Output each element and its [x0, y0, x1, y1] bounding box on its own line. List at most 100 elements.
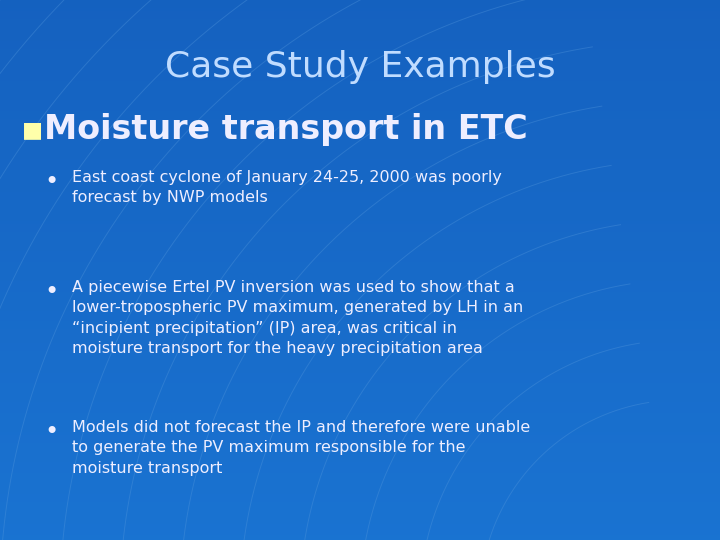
Bar	[0, 256, 720, 259]
Bar	[0, 0, 720, 3]
Bar	[0, 86, 720, 89]
Bar	[0, 100, 720, 103]
Bar	[0, 14, 720, 16]
Bar	[0, 437, 720, 440]
Bar	[0, 192, 720, 194]
Bar	[0, 526, 720, 529]
Bar	[0, 211, 720, 213]
Bar	[0, 170, 720, 173]
Bar	[0, 186, 720, 189]
Bar	[0, 59, 720, 62]
Bar	[0, 329, 720, 332]
Bar	[0, 113, 720, 116]
Bar	[0, 537, 720, 540]
Bar	[0, 418, 720, 421]
Bar	[0, 284, 720, 286]
Bar	[0, 529, 720, 532]
Bar	[0, 165, 720, 167]
Bar	[0, 184, 720, 186]
Bar	[0, 472, 720, 475]
Bar	[0, 454, 720, 456]
Bar	[0, 16, 720, 19]
Bar	[0, 356, 720, 359]
Bar	[0, 359, 720, 362]
Bar	[0, 381, 720, 383]
Bar	[0, 302, 720, 305]
Bar	[0, 68, 720, 70]
Bar	[0, 338, 720, 340]
Bar	[0, 483, 720, 486]
Bar	[0, 208, 720, 211]
Bar	[0, 373, 720, 375]
Bar	[0, 470, 720, 472]
Bar	[0, 405, 720, 408]
Bar	[0, 230, 720, 232]
Bar	[0, 510, 720, 513]
Bar	[0, 140, 720, 143]
Text: •: •	[45, 280, 59, 304]
Bar	[0, 119, 720, 122]
Bar	[0, 62, 720, 65]
Bar	[0, 84, 720, 86]
Bar	[0, 176, 720, 178]
Bar	[0, 300, 720, 302]
Bar	[0, 343, 720, 346]
Bar	[0, 238, 720, 240]
Bar	[0, 35, 720, 38]
Bar	[0, 313, 720, 316]
Bar	[0, 402, 720, 405]
Bar	[0, 70, 720, 73]
Bar	[0, 294, 720, 297]
Bar	[0, 535, 720, 537]
Bar	[0, 159, 720, 162]
Bar	[0, 332, 720, 335]
Bar	[0, 451, 720, 454]
Bar	[0, 410, 720, 413]
Bar	[0, 456, 720, 459]
Bar	[0, 19, 720, 22]
Bar	[0, 178, 720, 181]
Bar	[0, 181, 720, 184]
Text: •: •	[45, 420, 59, 444]
Bar	[0, 440, 720, 443]
Bar	[0, 105, 720, 108]
Bar	[0, 243, 720, 246]
Bar	[0, 38, 720, 40]
Bar	[0, 459, 720, 462]
Text: ■: ■	[22, 120, 43, 140]
Bar	[0, 24, 720, 27]
Bar	[0, 116, 720, 119]
Bar	[0, 508, 720, 510]
Bar	[0, 221, 720, 224]
Bar	[0, 389, 720, 392]
Bar	[0, 54, 720, 57]
Bar	[0, 275, 720, 278]
Bar	[0, 351, 720, 354]
Bar	[0, 157, 720, 159]
Bar	[0, 65, 720, 68]
Bar	[0, 205, 720, 208]
Bar	[0, 154, 720, 157]
Bar	[0, 435, 720, 437]
Bar	[0, 319, 720, 321]
Bar	[0, 392, 720, 394]
Bar	[0, 270, 720, 273]
Bar	[0, 327, 720, 329]
Bar	[0, 429, 720, 432]
Bar	[0, 289, 720, 292]
Bar	[0, 27, 720, 30]
Text: Moisture transport in ETC: Moisture transport in ETC	[44, 113, 528, 146]
Bar	[0, 108, 720, 111]
Bar	[0, 297, 720, 300]
Bar	[0, 89, 720, 92]
Bar	[0, 78, 720, 81]
Bar	[0, 189, 720, 192]
Bar	[0, 486, 720, 489]
Bar	[0, 464, 720, 467]
Bar	[0, 494, 720, 497]
Bar	[0, 46, 720, 49]
Bar	[0, 248, 720, 251]
Bar	[0, 227, 720, 229]
Bar	[0, 92, 720, 94]
Bar	[0, 240, 720, 243]
